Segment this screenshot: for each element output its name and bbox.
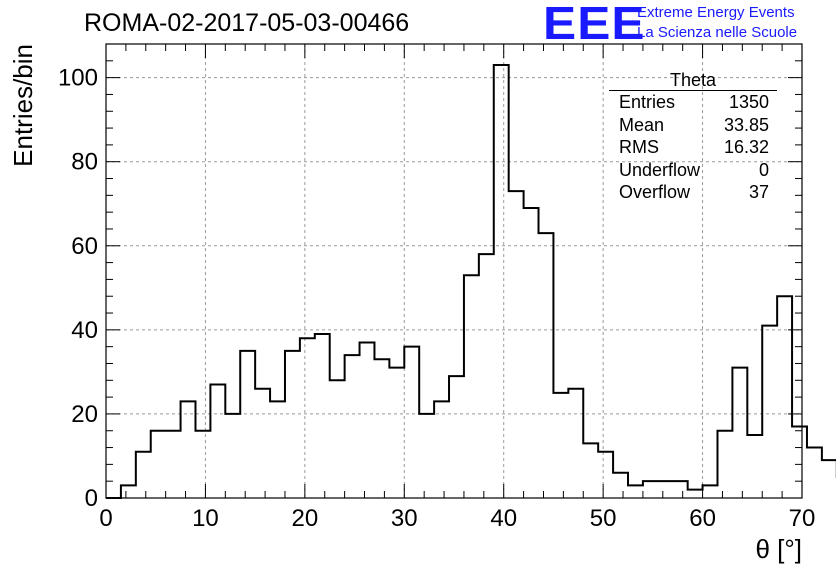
y-tick-label: 40 xyxy=(71,317,98,344)
run-title: ROMA-02-2017-05-03-00466 xyxy=(84,9,410,37)
histogram-bin xyxy=(434,401,449,498)
histogram-bin xyxy=(598,452,613,498)
histogram-bin xyxy=(121,485,136,498)
histogram-bin xyxy=(240,351,255,498)
logo-line-2: La Scienza nelle Scuole xyxy=(637,24,798,41)
histogram-bin xyxy=(166,431,181,498)
histogram-bin xyxy=(151,431,166,498)
y-tick-label: 60 xyxy=(71,233,98,260)
histogram-step-line xyxy=(106,64,836,499)
y-axis-label: Entries/bin xyxy=(8,44,38,167)
histogram-bin xyxy=(225,414,240,498)
histogram-bin xyxy=(553,393,568,498)
x-axis-label: θ [°] xyxy=(755,534,802,564)
logo-line-1: Extreme Energy Events xyxy=(637,4,795,21)
histogram-bin xyxy=(583,443,598,498)
stats-label: RMS xyxy=(619,137,659,157)
histogram-bin xyxy=(688,490,703,498)
y-tick-label: 20 xyxy=(71,401,98,428)
stats-value: 37 xyxy=(748,182,769,202)
histogram-bin xyxy=(613,473,628,498)
stats-label: Overflow xyxy=(619,182,691,202)
stats-row-overflow: Overflow 37 xyxy=(609,181,777,204)
x-tick-label: 60 xyxy=(689,505,716,532)
histogram-bin xyxy=(539,233,554,498)
histogram-bin xyxy=(181,401,196,498)
x-tick-label: 70 xyxy=(789,505,816,532)
eee-logo: EEE xyxy=(543,0,646,49)
histogram-bin xyxy=(777,296,792,498)
histogram-bin xyxy=(524,208,539,498)
x-tick-label: 50 xyxy=(590,505,617,532)
histogram-bin xyxy=(449,376,464,498)
x-tick-label: 20 xyxy=(292,505,319,532)
y-tick-label: 80 xyxy=(71,149,98,176)
histogram-bin xyxy=(404,347,419,498)
stats-value: 0 xyxy=(758,159,769,180)
stats-row-entries: Entries 1350 xyxy=(609,91,777,114)
histogram-bin xyxy=(494,65,509,498)
stats-value: 1350 xyxy=(728,92,769,112)
histogram-bin xyxy=(479,254,494,498)
histogram-bin xyxy=(210,385,225,499)
histogram-bin xyxy=(628,485,643,498)
x-tick-label: 0 xyxy=(99,505,112,532)
histogram-bin xyxy=(673,481,688,498)
x-tick-label: 30 xyxy=(391,505,418,532)
stats-label: Underflow xyxy=(619,159,701,180)
histogram-bin xyxy=(270,401,285,498)
histogram-bin xyxy=(643,481,658,498)
histogram-bin xyxy=(285,351,300,498)
histogram-bin xyxy=(822,460,836,498)
histogram-bin xyxy=(568,389,583,498)
stats-row-rms: RMS 16.32 xyxy=(609,136,777,159)
histogram-bin xyxy=(747,435,762,498)
histogram-bin xyxy=(389,368,404,498)
x-tick-label: 10 xyxy=(192,505,219,532)
plot-frame xyxy=(105,43,803,499)
histogram-bin xyxy=(703,485,718,498)
histogram-bin xyxy=(195,431,210,498)
histogram-bin xyxy=(419,414,434,498)
stats-box: Theta Entries 1350 Mean 33.85 RMS 16.32 … xyxy=(609,70,777,204)
histogram-bin xyxy=(255,389,270,498)
histogram-bin xyxy=(136,452,151,498)
x-tick-label: 40 xyxy=(490,505,517,532)
stats-label: Entries xyxy=(619,92,676,112)
stats-title: Theta xyxy=(609,70,777,91)
histogram-bin xyxy=(509,191,524,498)
histogram-bin xyxy=(807,448,822,498)
histogram-bin xyxy=(345,355,360,498)
stats-value: 16.32 xyxy=(723,137,769,157)
stats-row-underflow: Underflow 0 xyxy=(609,159,777,182)
histogram-bin xyxy=(300,338,315,498)
stats-row-mean: Mean 33.85 xyxy=(609,114,777,137)
stats-value: 33.85 xyxy=(723,114,769,135)
histogram-bin xyxy=(464,275,479,498)
histogram-bin xyxy=(792,427,807,498)
histogram-bin xyxy=(732,368,747,498)
histogram-bin xyxy=(717,431,732,498)
histogram-bin xyxy=(360,342,375,498)
histogram-bin xyxy=(658,481,673,498)
y-tick-label: 0 xyxy=(85,485,98,512)
histogram-bin xyxy=(762,326,777,498)
stats-label: Mean xyxy=(619,114,665,135)
histogram-bin xyxy=(374,359,389,498)
histogram-bin xyxy=(330,380,345,498)
y-tick-label: 100 xyxy=(58,65,98,92)
histogram-bin xyxy=(315,334,330,498)
